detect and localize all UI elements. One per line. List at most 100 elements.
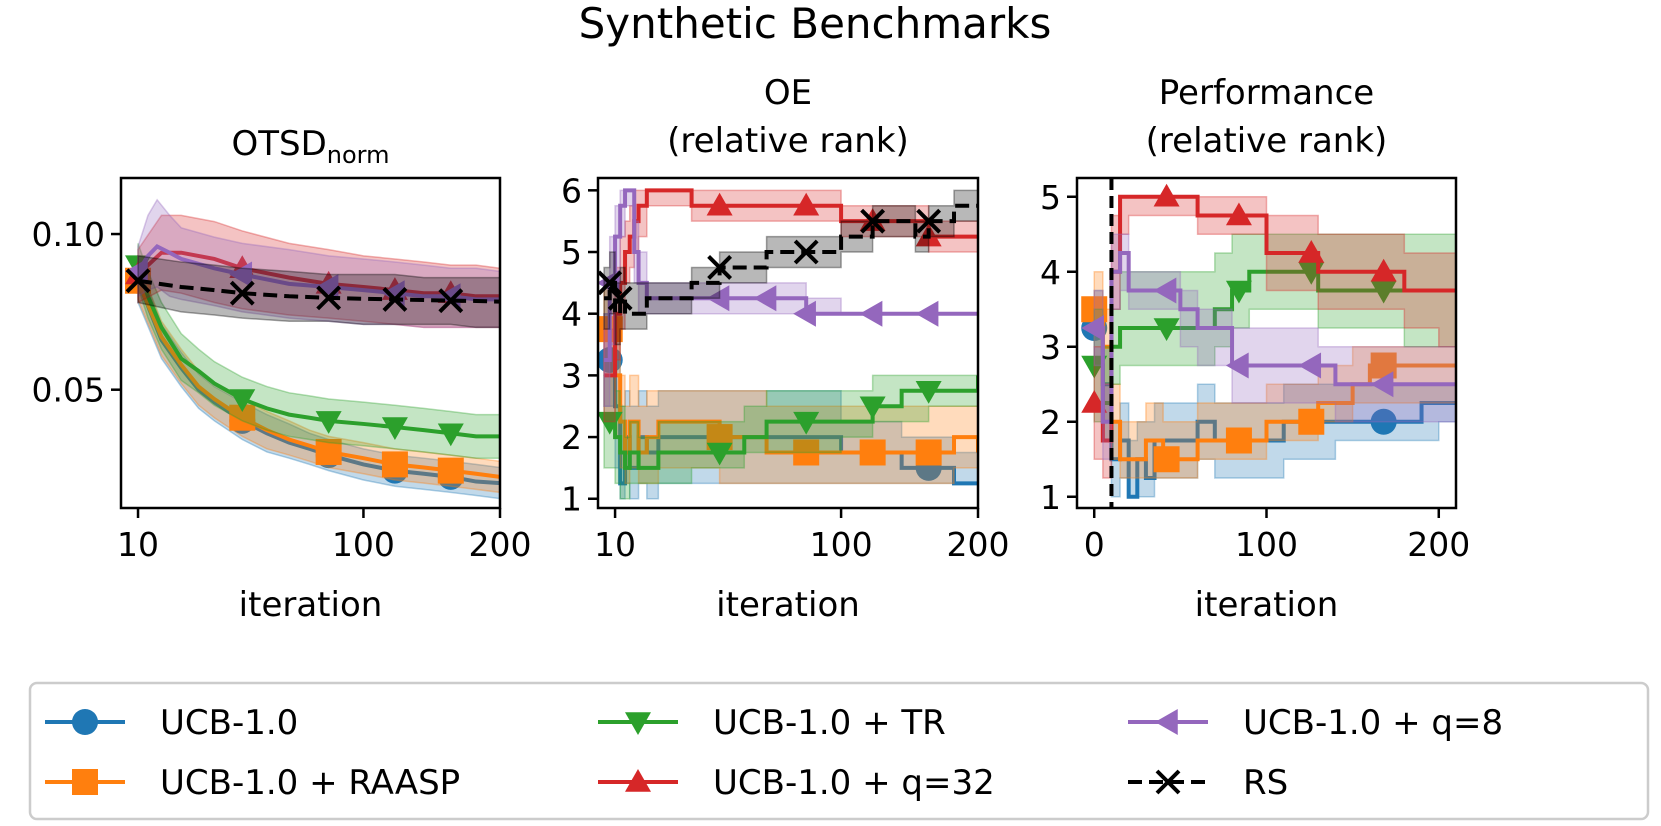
y-tick-label: 2 (1040, 403, 1061, 442)
marker-rs (382, 287, 408, 312)
x-tick-label: 10 (594, 525, 636, 564)
series-rs (598, 189, 978, 346)
band-q32 (137, 214, 500, 329)
panel-title: OTSDnorm (231, 124, 389, 169)
plot-area (1081, 178, 1456, 508)
marker-raasp (915, 439, 942, 466)
line-rs (137, 278, 500, 304)
y-tick-label: 2 (561, 418, 582, 457)
panel-title-line2: (relative rank) (667, 121, 909, 161)
marker-rs (916, 208, 942, 234)
y-tick-label: 3 (561, 356, 582, 395)
legend-frame (28, 681, 1650, 821)
y-tick-label: 4 (1040, 253, 1061, 292)
marker-ucb (1370, 408, 1397, 435)
band-tr (1093, 233, 1456, 442)
marker-q32 (706, 192, 733, 216)
marker-raasp (1153, 446, 1180, 473)
legend-entry-q8: UCB-1.0 + q=8 (1128, 703, 1503, 743)
marker-q32 (793, 192, 820, 216)
marker-q8 (753, 285, 777, 312)
marker-q8 (1153, 277, 1177, 304)
marker-q8 (793, 300, 816, 327)
y-tick-label: 5 (561, 233, 582, 272)
plot-area (125, 198, 500, 500)
axes-frame (596, 176, 980, 510)
legend-label-ucb: UCB-1.0 (160, 703, 298, 743)
y-tick-label: 0.10 (32, 215, 105, 254)
line-tr (604, 375, 978, 470)
panel-title: OE (764, 73, 812, 113)
legend: UCB-1.0 UCB-1.0 + RAASP UCB-1.0 + TR UCB-1.… (28, 681, 1650, 821)
legend-marker-q8 (1155, 709, 1178, 735)
x-tick-label: 0 (1084, 525, 1105, 564)
x-tick-label: 100 (810, 525, 873, 564)
legend-entry-raasp: UCB-1.0 + RAASP (45, 763, 460, 803)
marker-q8 (1081, 315, 1104, 341)
band-raasp (1093, 271, 1456, 479)
marker-q32 (1370, 258, 1397, 282)
series-raasp (1081, 271, 1456, 479)
line-q8 (604, 188, 978, 362)
x-axis-label: iteration (239, 585, 383, 625)
marker-raasp (381, 451, 408, 478)
marker-rs (229, 280, 255, 306)
line-rs (604, 203, 978, 316)
series-q32 (1081, 183, 1456, 479)
legend-entry-tr: UCB-1.0 + TR (598, 703, 946, 743)
marker-tr (381, 417, 408, 441)
marker-q8 (1370, 371, 1394, 398)
marker-raasp (1225, 427, 1252, 454)
chart-panel-3: Performance (relative rank) 0 100 200 1 2 3 4 5 it… (1040, 73, 1470, 625)
y-tick-label: 1 (1040, 478, 1061, 517)
line-q8 (1094, 251, 1456, 424)
x-tick-label: 10 (117, 525, 159, 564)
legend-label-tr: UCB-1.0 + TR (713, 703, 946, 743)
series-tr (598, 374, 978, 500)
marker-q8 (859, 300, 883, 327)
marker-tr (598, 411, 623, 435)
marker-rs (793, 239, 819, 265)
marker-rs (125, 268, 151, 294)
legend-marker-rs (1155, 769, 1181, 795)
x-tick-label: 100 (332, 525, 395, 564)
y-tick-label: 4 (561, 295, 582, 334)
band-rs (603, 189, 978, 346)
chart-panel-1: OTSDnorm 10 100 200 0.05 0.10 iteration (32, 124, 532, 625)
marker-tr (1081, 355, 1108, 379)
marker-q32 (1081, 390, 1108, 413)
marker-rs (860, 208, 886, 234)
legend-marker-raasp (72, 769, 98, 795)
x-axis-label: iteration (1195, 585, 1339, 625)
band-q8 (1093, 233, 1456, 460)
band-ucb (1093, 289, 1456, 498)
marker-rs (598, 270, 623, 296)
legend-marker-ucb (72, 709, 98, 735)
marker-tr (859, 396, 886, 420)
marker-tr (315, 411, 342, 434)
x-tick-label: 100 (1235, 525, 1298, 564)
marker-q8 (706, 285, 730, 312)
figure-title: Synthetic Benchmarks (579, 0, 1052, 48)
marker-q32 (1153, 183, 1180, 207)
marker-tr (1225, 280, 1252, 304)
marker-q8 (1225, 352, 1249, 379)
marker-tr (437, 423, 464, 447)
marker-tr (1370, 280, 1397, 304)
legend-label-q32: UCB-1.0 + q=32 (713, 763, 995, 803)
marker-rs (438, 288, 464, 314)
chart-panel-2: OE (relative rank) 10 100 200 1 2 3 4 5 6 iteration (561, 73, 1010, 625)
line-raasp (136, 279, 500, 479)
legend-label-raasp: UCB-1.0 + RAASP (160, 763, 460, 803)
y-tick-label: 0.05 (32, 371, 105, 410)
marker-raasp (859, 439, 886, 466)
legend-entry-ucb: UCB-1.0 (45, 703, 298, 743)
marker-q8 (1298, 352, 1322, 379)
marker-tr (1153, 318, 1180, 341)
line-ucb (604, 357, 978, 486)
marker-raasp (793, 439, 820, 466)
y-tick-label: 1 (561, 480, 582, 519)
band-tr (137, 243, 500, 459)
